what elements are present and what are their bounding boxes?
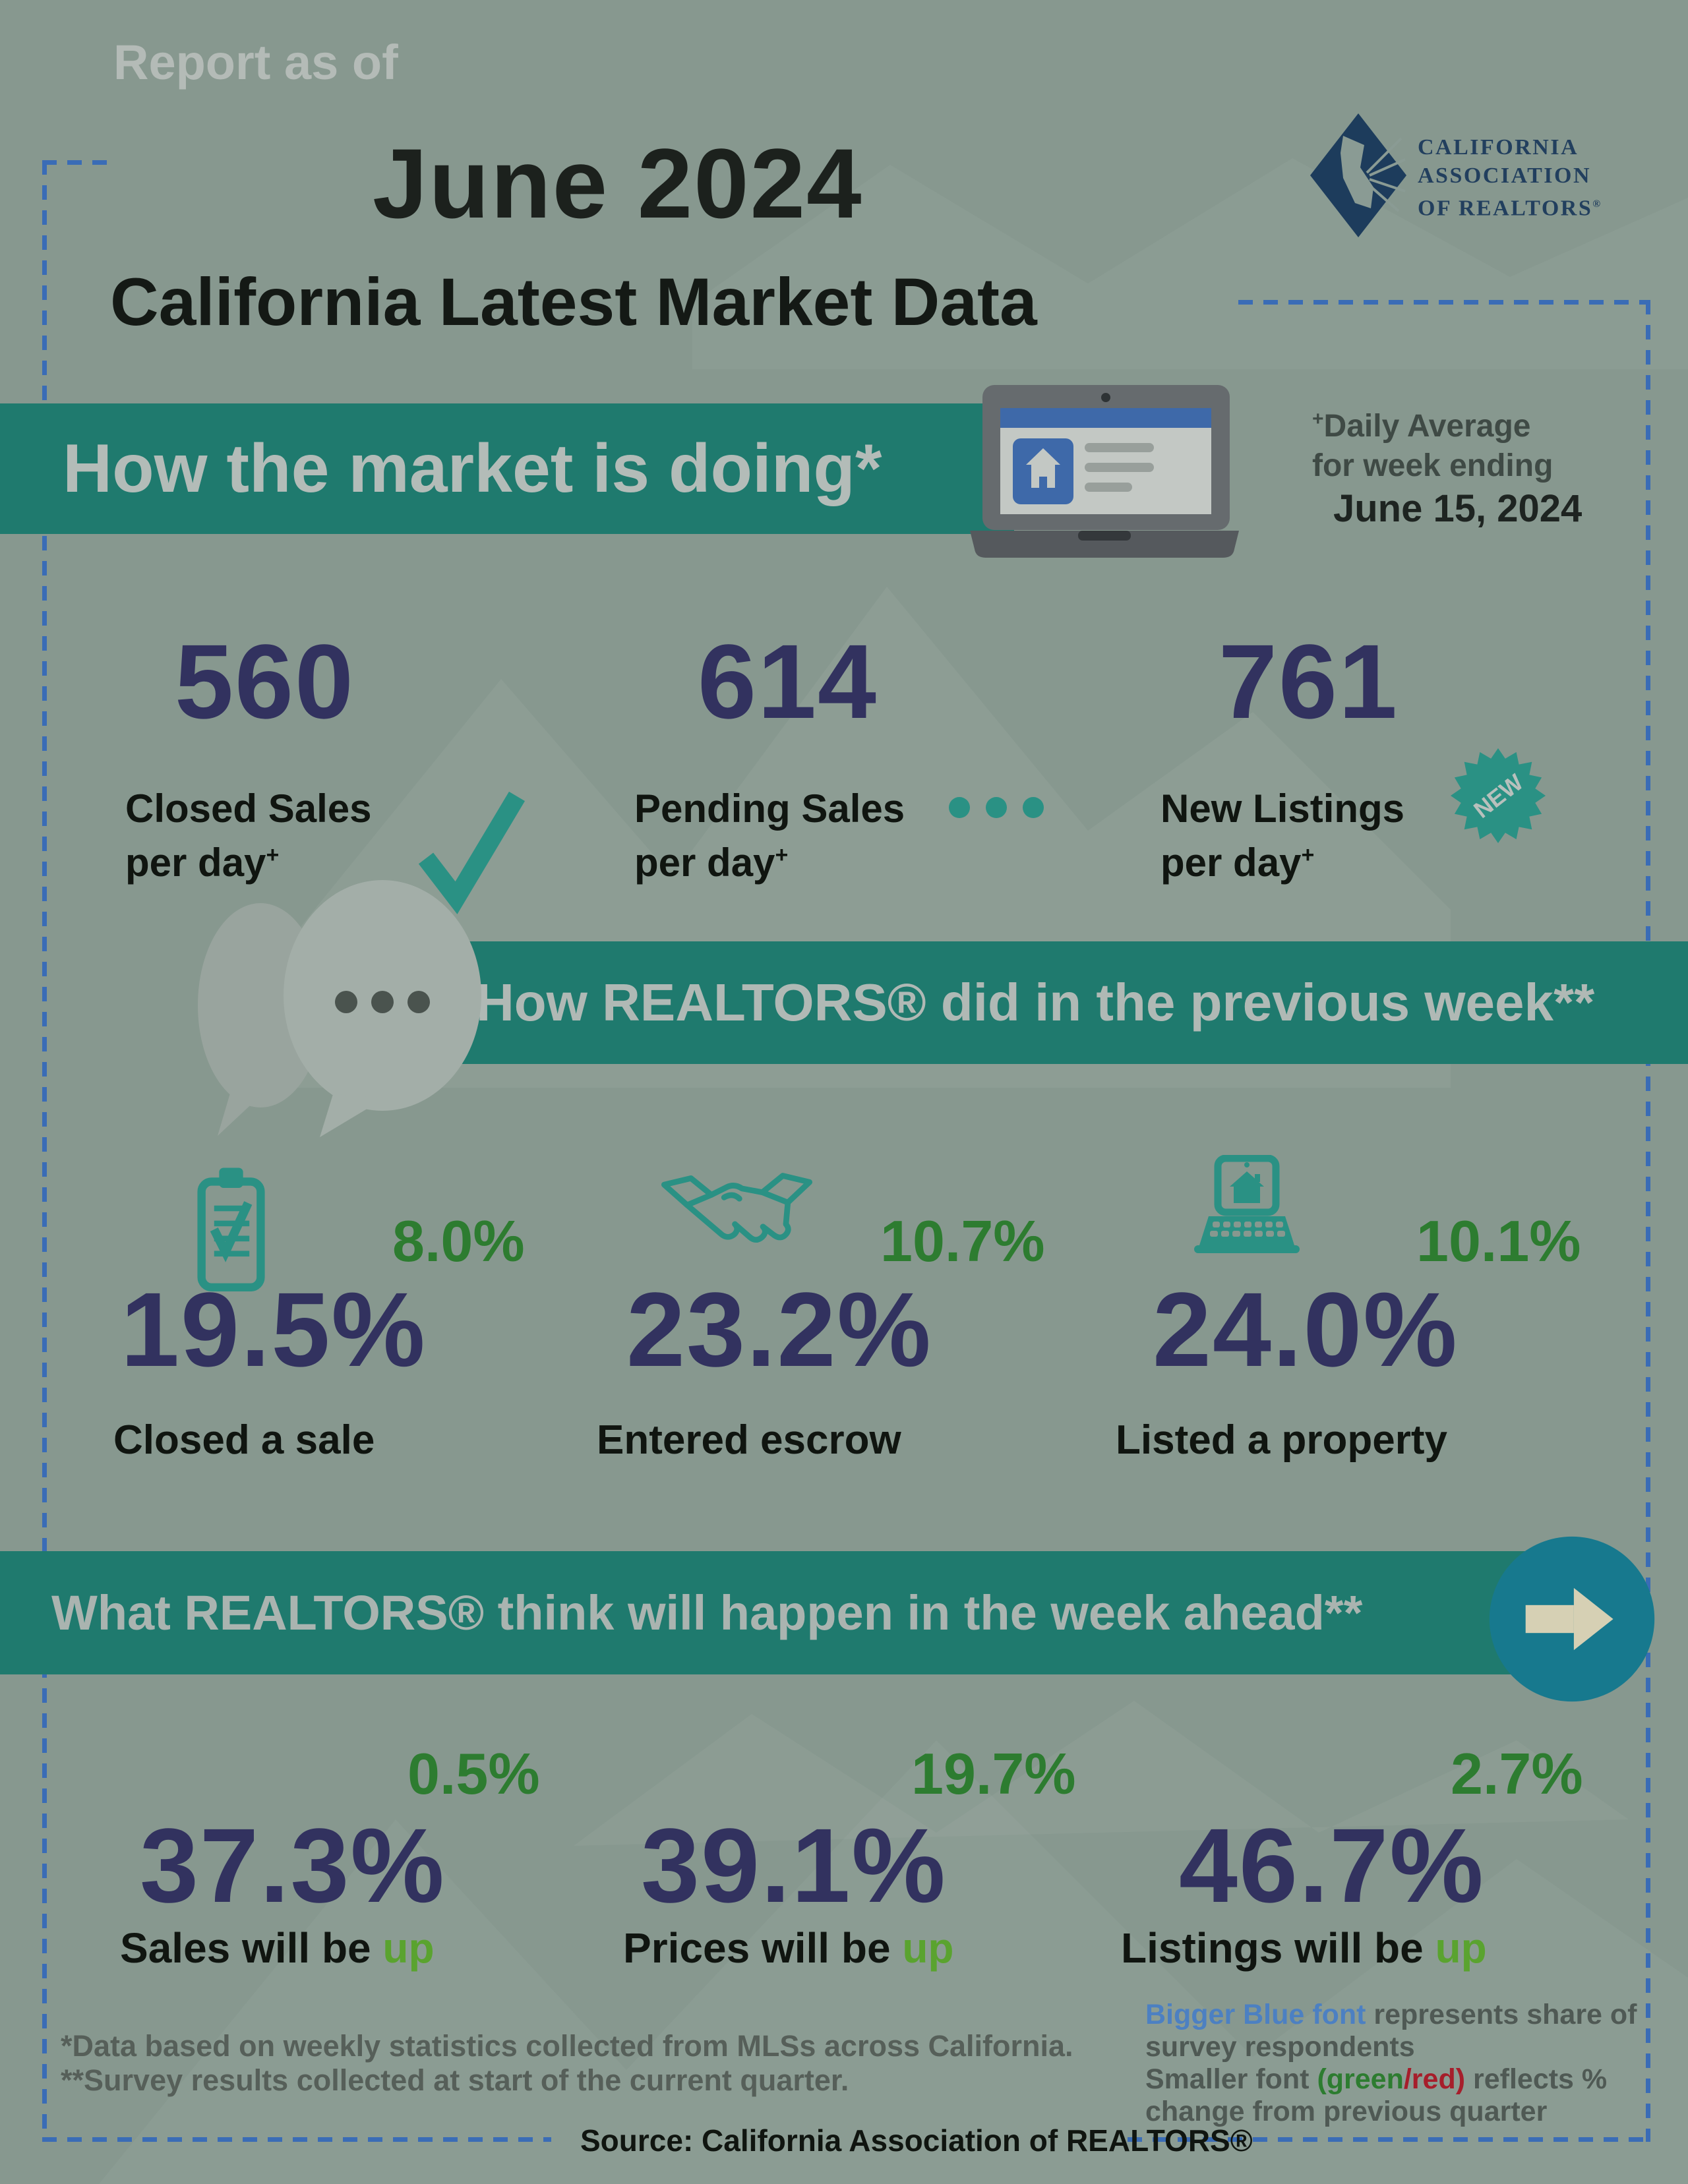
listings-up-value: 46.7%	[1179, 1806, 1485, 1924]
listings-up-label: Listings will be up	[1121, 1924, 1487, 1972]
week-ending-date: June 15, 2024	[1333, 487, 1582, 530]
listed-property-value: 24.0%	[1153, 1270, 1459, 1388]
closed-sale-value: 19.5%	[121, 1270, 427, 1388]
banner-week-ahead: What REALTORS® think will happen in the …	[0, 1551, 1537, 1674]
sales-up-value: 37.3%	[140, 1806, 446, 1924]
dashed-border-right	[1646, 300, 1650, 2142]
prices-up-change: 19.7%	[911, 1741, 1076, 1806]
sales-up-label: Sales will be up	[120, 1924, 435, 1972]
page-title: June 2024	[373, 128, 863, 239]
legend-line-4: change from previous quarter	[1145, 2096, 1548, 2127]
car-logo-wordmark: CALIFORNIA ASSOCIATION OF REALTORS®	[1418, 133, 1602, 222]
logo-line-3: OF REALTORS®	[1418, 196, 1602, 221]
dashed-border-bottom-right	[1128, 2137, 1648, 2142]
entered-escrow-change: 10.7%	[880, 1208, 1045, 1274]
ellipsis-icon	[949, 797, 1044, 818]
report-as-of-label: Report as of	[113, 35, 398, 90]
checkmark-icon	[418, 791, 526, 914]
banner-how-market-is-doing: How the market is doing*	[0, 403, 1014, 534]
closed-sale-change: 8.0%	[392, 1208, 525, 1274]
banner-did-label: How REALTORS® did in the previous week**	[476, 973, 1595, 1032]
pending-sales-label: Pending Sales per day+	[634, 786, 905, 885]
clipboard-icon	[197, 1167, 265, 1292]
daily-average-line2: for week ending	[1312, 448, 1553, 483]
legend-line-2: survey respondents	[1145, 2031, 1415, 2063]
prices-up-value: 39.1%	[641, 1806, 947, 1924]
prices-up-label: Prices will be up	[623, 1924, 954, 1972]
legend: Bigger Blue font represents share of sur…	[1145, 1999, 1637, 2128]
pending-sales-value: 614	[698, 622, 878, 740]
footnote-line-1: *Data based on weekly statistics collect…	[61, 2029, 1073, 2063]
banner-market-label: How the market is doing*	[63, 430, 882, 507]
laptop-house-icon	[1194, 1155, 1300, 1253]
chat-bubbles-icon	[198, 880, 481, 1137]
source-label: Source: California Association of REALTO…	[580, 2123, 1253, 2158]
dashed-border-left	[42, 160, 47, 2142]
car-logo-icon	[1310, 113, 1406, 237]
logo-line-2: ASSOCIATION	[1418, 163, 1592, 188]
footnote-line-2: **Survey results collected at start of t…	[61, 2063, 849, 2097]
new-badge-icon: NEW	[1450, 748, 1546, 844]
listed-property-change: 10.1%	[1416, 1208, 1581, 1274]
entered-escrow-label: Entered escrow	[597, 1417, 901, 1463]
daily-average-line1: +Daily Average	[1312, 408, 1531, 444]
closed-sales-label: Closed Sales per day+	[125, 786, 372, 885]
closed-sale-label: Closed a sale	[113, 1417, 375, 1463]
logo-line-1: CALIFORNIA	[1418, 135, 1579, 160]
new-listings-label: New Listings per day+	[1160, 786, 1405, 885]
dashed-border-top-right	[1238, 300, 1650, 305]
footnotes: *Data based on weekly statistics collect…	[61, 2029, 1073, 2098]
listed-property-label: Listed a property	[1116, 1417, 1447, 1463]
closed-sales-value: 560	[175, 622, 355, 740]
page-subtitle: California Latest Market Data	[110, 264, 1037, 339]
listings-up-change: 2.7%	[1451, 1741, 1583, 1806]
laptop-illustration-icon	[970, 385, 1239, 558]
legend-line-3: Smaller font (green/red) reflects %	[1145, 2063, 1608, 2095]
daily-average-note: +Daily Average for week ending	[1312, 399, 1553, 486]
dashed-border-bottom-left	[42, 2137, 551, 2142]
handshake-icon	[661, 1173, 813, 1243]
arrow-circle-icon	[1489, 1536, 1655, 1702]
sales-up-change: 0.5%	[407, 1741, 540, 1806]
new-listings-value: 761	[1219, 622, 1399, 740]
entered-escrow-value: 23.2%	[626, 1270, 932, 1388]
banner-outlook-label: What REALTORS® think will happen in the …	[51, 1585, 1363, 1640]
dashed-border-top-left-stub	[42, 160, 108, 165]
legend-line-1: Bigger Blue font represents share of	[1145, 1999, 1637, 2030]
banner-realtors-previous-week: How REALTORS® did in the previous week**	[429, 941, 1688, 1064]
registered-mark: ®	[1592, 198, 1602, 210]
